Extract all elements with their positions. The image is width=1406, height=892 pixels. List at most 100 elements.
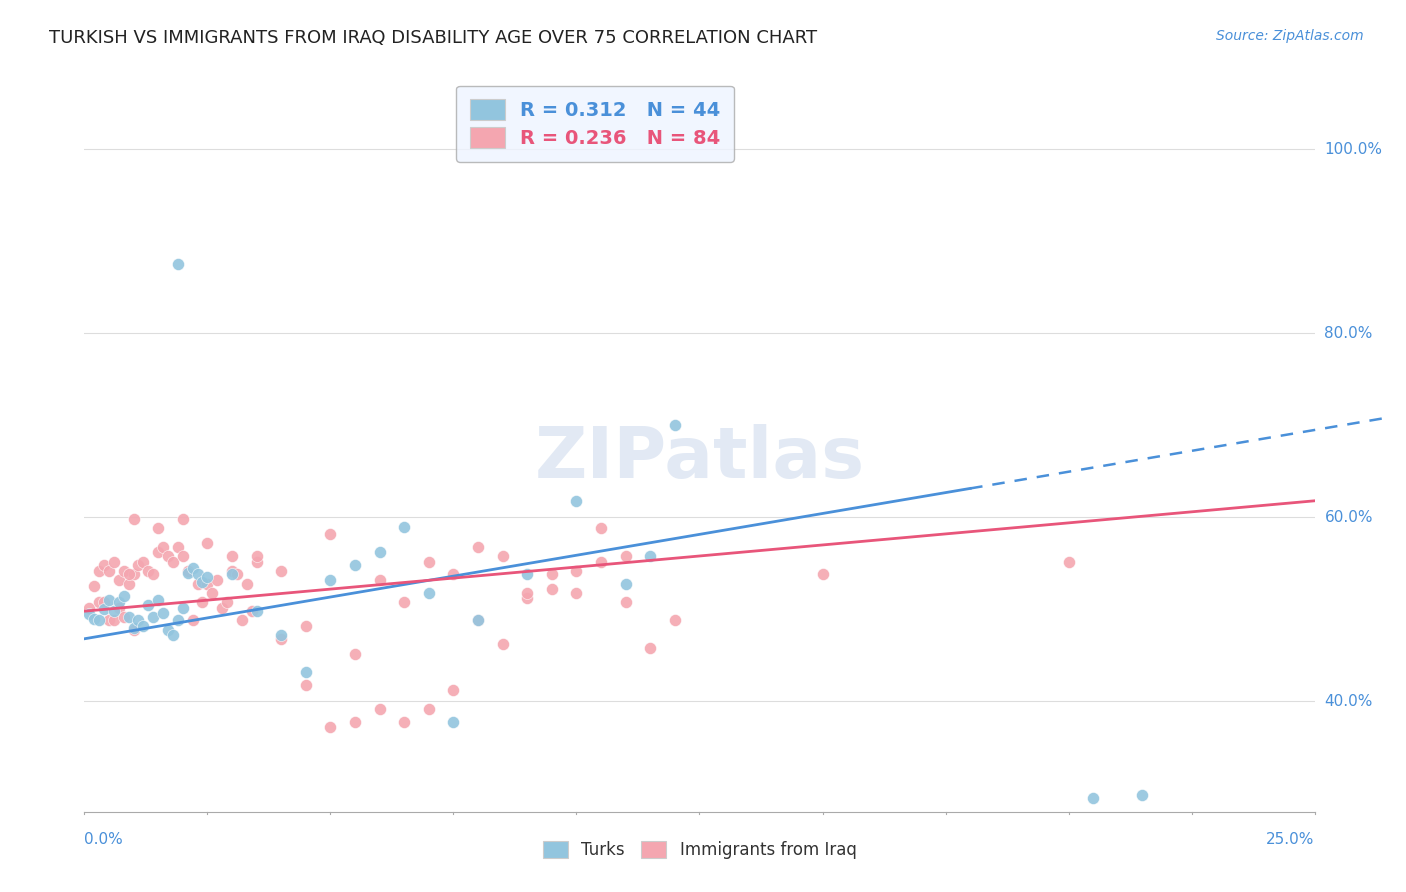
Point — [157, 549, 180, 563]
Point — [122, 623, 145, 637]
Point — [418, 554, 440, 569]
Point — [492, 549, 515, 563]
Point — [122, 621, 145, 635]
Point — [166, 257, 188, 271]
Point — [103, 614, 125, 628]
Text: 80.0%: 80.0% — [1324, 326, 1372, 341]
Point — [640, 640, 662, 655]
Point — [591, 521, 613, 535]
Point — [270, 632, 292, 646]
Point — [157, 623, 180, 637]
Point — [270, 628, 292, 642]
Point — [162, 554, 184, 569]
Point — [344, 647, 367, 661]
Point — [368, 701, 391, 715]
Point — [443, 714, 465, 729]
Point — [87, 614, 111, 628]
Point — [93, 602, 115, 616]
Point — [443, 567, 465, 582]
Point — [138, 564, 160, 578]
Text: 60.0%: 60.0% — [1324, 510, 1372, 524]
Point — [186, 576, 209, 591]
Point — [221, 549, 243, 563]
Text: 100.0%: 100.0% — [1324, 142, 1382, 157]
Point — [87, 564, 111, 578]
Point — [148, 593, 170, 607]
Point — [231, 614, 253, 628]
Point — [516, 586, 538, 600]
Point — [591, 554, 613, 569]
Point — [108, 573, 131, 587]
Point — [79, 607, 101, 621]
Point — [142, 609, 165, 624]
Point — [394, 595, 416, 609]
Point — [221, 567, 243, 582]
Point — [152, 540, 174, 554]
Point — [1083, 791, 1105, 805]
Point — [246, 554, 269, 569]
Point — [516, 567, 538, 582]
Point — [211, 600, 233, 615]
Point — [172, 600, 194, 615]
Point — [118, 609, 141, 624]
Point — [811, 567, 834, 582]
Point — [93, 595, 115, 609]
Point — [177, 564, 200, 578]
Point — [541, 567, 564, 582]
Text: 25.0%: 25.0% — [1267, 832, 1315, 847]
Point — [112, 564, 135, 578]
Point — [103, 554, 125, 569]
Point — [1130, 788, 1153, 802]
Point — [319, 527, 342, 541]
Point — [295, 678, 318, 692]
Point — [394, 714, 416, 729]
Point — [98, 593, 120, 607]
Point — [152, 606, 174, 620]
Legend: Turks, Immigrants from Iraq: Turks, Immigrants from Iraq — [536, 834, 863, 866]
Point — [541, 582, 564, 596]
Point — [93, 558, 115, 573]
Point — [148, 545, 170, 559]
Point — [217, 595, 239, 609]
Point — [221, 564, 243, 578]
Point — [368, 545, 391, 559]
Point — [368, 573, 391, 587]
Point — [344, 558, 367, 573]
Point — [108, 595, 131, 609]
Point — [614, 576, 637, 591]
Point — [295, 665, 318, 679]
Point — [225, 567, 249, 582]
Point — [270, 564, 292, 578]
Point — [443, 683, 465, 698]
Point — [118, 576, 141, 591]
Point — [467, 614, 489, 628]
Point — [138, 598, 160, 612]
Point — [87, 595, 111, 609]
Point — [467, 540, 489, 554]
Point — [172, 549, 194, 563]
Point — [142, 567, 165, 582]
Point — [191, 595, 214, 609]
Point — [565, 493, 588, 508]
Point — [83, 611, 105, 625]
Text: TURKISH VS IMMIGRANTS FROM IRAQ DISABILITY AGE OVER 75 CORRELATION CHART: TURKISH VS IMMIGRANTS FROM IRAQ DISABILI… — [49, 29, 817, 46]
Point — [344, 714, 367, 729]
Point — [236, 576, 259, 591]
Text: 40.0%: 40.0% — [1324, 694, 1372, 709]
Point — [418, 701, 440, 715]
Point — [614, 549, 637, 563]
Point — [516, 591, 538, 606]
Point — [177, 566, 200, 580]
Point — [98, 564, 120, 578]
Point — [492, 637, 515, 651]
Point — [664, 614, 686, 628]
Point — [197, 570, 219, 584]
Point — [394, 519, 416, 533]
Point — [319, 573, 342, 587]
Point — [166, 614, 188, 628]
Point — [197, 536, 219, 550]
Point — [467, 614, 489, 628]
Point — [246, 549, 269, 563]
Point — [181, 614, 204, 628]
Point — [1057, 554, 1080, 569]
